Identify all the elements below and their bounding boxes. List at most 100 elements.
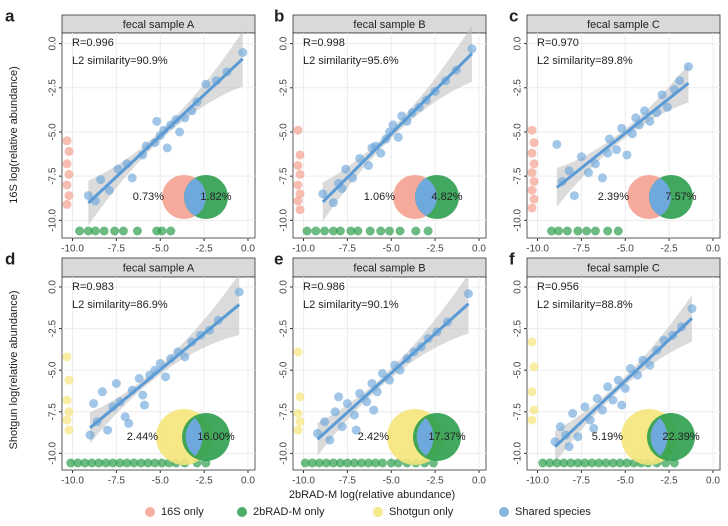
bottom-only-point (335, 226, 345, 236)
shared-point (334, 392, 344, 402)
left-only-point (62, 395, 72, 405)
venn-left-label: 5.19% (592, 431, 623, 443)
x-tick-label: -7.5 (339, 244, 357, 255)
shared-point (89, 398, 99, 408)
bottom-only-point (603, 226, 613, 236)
regression-line (89, 303, 241, 429)
annotation: L2 similarity=90.1% (303, 299, 399, 311)
confidence-band (317, 273, 469, 456)
left-only-point (527, 168, 537, 178)
x-tick-label: 0.0 (706, 476, 720, 487)
shared-point (555, 422, 565, 432)
y-tick-label: -7.5 (48, 167, 59, 185)
shared-point (626, 364, 636, 374)
shared-point (580, 402, 590, 412)
left-only-point (527, 185, 537, 195)
venn-left-label: 2.42% (358, 431, 389, 443)
bottom-only-point (377, 458, 387, 468)
shared-point (620, 383, 630, 393)
bottom-only-point (342, 458, 352, 468)
left-only-point (64, 146, 74, 156)
confidence-band (322, 25, 472, 222)
shared-point (564, 166, 574, 176)
bottom-only-point (99, 226, 109, 236)
shared-point (85, 430, 95, 440)
shared-point (583, 168, 593, 178)
bottom-only-point (370, 458, 380, 468)
venn-overlap (649, 178, 671, 216)
bottom-only-point (411, 226, 421, 236)
y-axis-label: Shotgun log(relative abundance) (8, 290, 20, 449)
left-only-point (295, 205, 305, 215)
x-axis-label: 2bRAD-M log(relative abundance) (289, 489, 455, 501)
bottom-only-point (66, 458, 76, 468)
shared-point (83, 191, 93, 201)
legend-swatch (499, 507, 509, 517)
bottom-only-point (385, 226, 394, 236)
shared-point (376, 148, 386, 158)
y-tick-label: 0.0 (513, 280, 524, 294)
shared-point (162, 143, 172, 153)
shared-point (388, 120, 398, 130)
bottom-only-point (573, 458, 583, 468)
left-only-point (529, 138, 539, 148)
venn-left-label: 1.06% (364, 191, 395, 203)
strip-title: fecal sample C (587, 19, 660, 31)
left-only-point (527, 203, 537, 213)
shared-point (592, 393, 602, 403)
y-tick-label: -5.0 (513, 361, 524, 379)
shared-point (463, 289, 473, 299)
venn-left-label: 2.44% (127, 431, 158, 443)
y-tick-label: -10.0 (513, 208, 524, 231)
y-tick-label: -7.5 (48, 403, 59, 421)
shared-point (640, 106, 650, 116)
panel-letter: e (274, 249, 283, 268)
venn-overlap (416, 418, 434, 456)
bottom-only-point (157, 458, 167, 468)
strip-title: fecal sample B (353, 19, 425, 31)
shared-point (320, 417, 330, 427)
regression-line (87, 57, 244, 205)
shared-point (362, 397, 372, 407)
bottom-only-point (320, 226, 330, 236)
shared-point (608, 395, 618, 405)
shared-point (589, 423, 599, 433)
bottom-only-point (80, 458, 90, 468)
bottom-only-point (580, 458, 590, 468)
left-only-point (62, 136, 72, 146)
x-tick-label: -10.0 (292, 476, 315, 487)
x-tick-label: -2.5 (196, 244, 214, 255)
left-only-point (62, 199, 72, 209)
bottom-only-point (554, 226, 564, 236)
left-only-point (529, 405, 539, 415)
shared-point (330, 407, 340, 417)
annotation: L2 similarity=89.8% (537, 55, 633, 67)
y-tick-label: -5.0 (279, 123, 290, 141)
bottom-only-point (538, 458, 548, 468)
x-tick-label: -10.0 (61, 244, 84, 255)
legend-label: 2bRAD-M only (253, 506, 325, 518)
bottom-only-point (101, 458, 111, 468)
left-only-point (527, 148, 537, 158)
x-tick-label: -7.5 (108, 476, 126, 487)
shared-point (161, 372, 171, 382)
left-only-point (64, 425, 74, 435)
left-only-point (293, 425, 303, 435)
strip-title: fecal sample A (123, 19, 195, 31)
y-tick-label: -5.0 (48, 361, 59, 379)
bottom-only-point (622, 458, 632, 468)
left-only-point (295, 150, 305, 160)
left-only-point (293, 408, 303, 418)
y-tick-label: -5.0 (48, 123, 59, 141)
venn-right-label: 16.00% (197, 431, 235, 443)
shared-point (631, 113, 641, 123)
shared-point (645, 360, 655, 370)
shared-point (576, 152, 586, 162)
left-only-point (293, 347, 303, 357)
x-tick-label: -10.0 (526, 244, 549, 255)
shared-point (604, 134, 614, 144)
y-tick-label: -2.5 (279, 79, 290, 97)
regression-line (555, 82, 690, 189)
y-tick-label: 0.0 (513, 36, 524, 50)
